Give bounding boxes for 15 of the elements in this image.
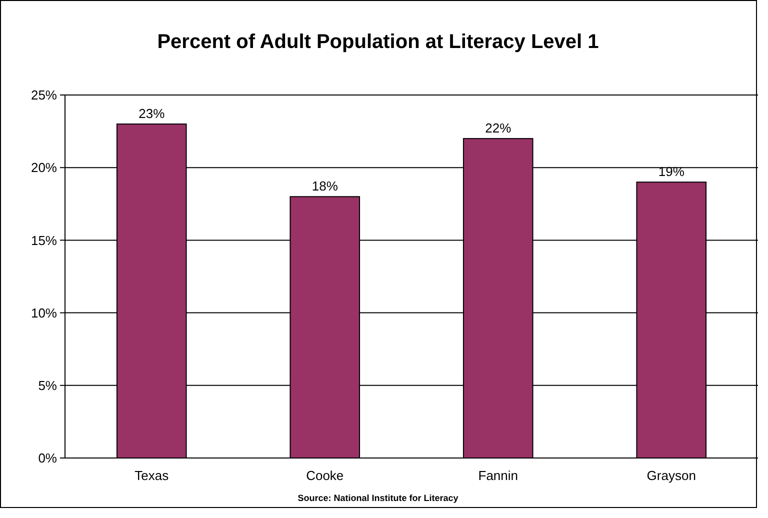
y-tick-label: 20%	[30, 160, 58, 176]
y-tick-label: 15%	[30, 232, 58, 248]
y-tick-label: 10%	[30, 305, 58, 320]
data-label: 22%	[485, 120, 512, 136]
x-tick-label: Grayson	[646, 468, 696, 483]
x-tick-label: Cooke	[306, 468, 344, 483]
x-tick-label: Fannin	[478, 468, 518, 483]
y-tick-label: 25%	[30, 88, 58, 103]
data-label: 18%	[312, 178, 338, 194]
source-note: Source: National Institute for Literacy	[298, 493, 458, 503]
y-tick-label: 0%	[38, 450, 58, 466]
y-tick-label: 5%	[38, 378, 58, 393]
x-tick-label: Texas	[134, 468, 170, 483]
chart-title: Percent of Adult Population at Literacy Level 1	[157, 31, 599, 53]
data-label: 23%	[138, 106, 166, 122]
